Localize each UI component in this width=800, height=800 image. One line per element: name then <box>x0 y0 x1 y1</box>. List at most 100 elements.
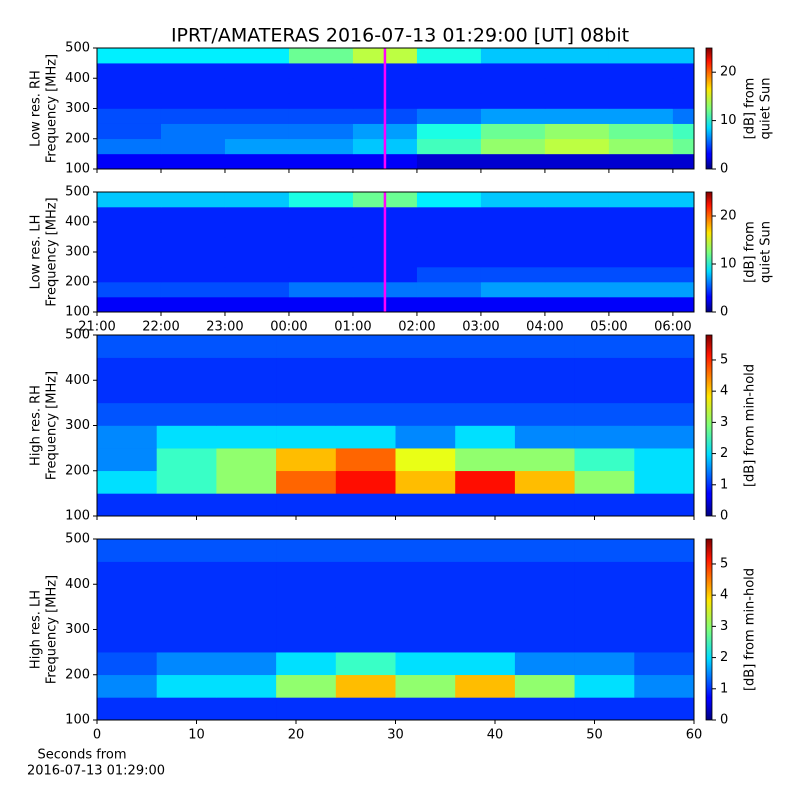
heatmap-cell <box>514 402 575 426</box>
heatmap-cell <box>276 402 337 426</box>
heatmap-cell <box>335 674 396 698</box>
heatmap-cell <box>97 357 157 381</box>
heatmap-cell <box>634 539 695 562</box>
y-tick-label: 300 <box>65 622 90 637</box>
heatmap-cell <box>156 539 217 562</box>
colorbar-tick-label: 20 <box>720 65 737 80</box>
heatmap-cell <box>160 207 226 223</box>
heatmap-cell <box>514 606 575 630</box>
heatmap-cell <box>455 425 516 449</box>
heatmap-cell <box>574 584 635 608</box>
heatmap-cell <box>335 448 396 472</box>
heatmap-cell <box>672 123 695 140</box>
heatmap-cell <box>156 448 217 472</box>
x-tick-label: 10 <box>188 728 205 743</box>
heatmap-cell <box>608 297 674 313</box>
heatmap-cell <box>544 282 610 298</box>
colorbar-tick-label: 10 <box>720 257 737 272</box>
heatmap-cell <box>288 237 354 253</box>
heatmap-cell <box>574 493 635 517</box>
heatmap-cell <box>574 380 635 404</box>
colorbar-tick-label: 3 <box>720 415 728 430</box>
heatmap-cell <box>634 697 695 721</box>
heatmap-cell <box>288 123 354 140</box>
heatmap-cell <box>156 335 217 358</box>
colorbar-tick-label: 20 <box>720 209 737 224</box>
x-tick-label: 30 <box>387 728 404 743</box>
heatmap-cell <box>288 297 354 313</box>
heatmap-cell <box>276 357 337 381</box>
heatmap-cell <box>97 539 157 562</box>
heatmap-cell <box>416 207 482 223</box>
heatmap-cell <box>288 108 354 124</box>
heatmap-cell <box>544 123 610 140</box>
heatmap-cell <box>455 402 516 426</box>
colorbar-label: quiet Sun <box>759 221 774 283</box>
colorbar-tick-label: 1 <box>720 681 728 696</box>
heatmap-cell <box>160 297 226 313</box>
heatmap-cell <box>514 697 575 721</box>
y-tick-label: 100 <box>65 305 90 320</box>
heatmap-cell <box>544 222 610 238</box>
heatmap-cell <box>160 78 226 94</box>
heatmap-cell <box>224 78 290 94</box>
heatmap-cell <box>514 561 575 585</box>
heatmap-cell <box>455 606 516 630</box>
heatmap-cell <box>97 93 162 109</box>
heatmap-cell <box>97 561 157 585</box>
heatmap-cell <box>97 222 162 238</box>
x-tick-label: 0 <box>93 728 101 743</box>
heatmap-cell <box>97 207 162 223</box>
heatmap-cell <box>97 237 162 253</box>
heatmap-cell <box>455 697 516 721</box>
heatmap-cell <box>224 48 290 64</box>
heatmap-cell <box>97 448 157 472</box>
heatmap-cell <box>216 561 277 585</box>
heatmap-cell <box>156 606 217 630</box>
colorbar-tick-label: 3 <box>720 619 728 634</box>
heatmap-cell <box>276 539 337 562</box>
y-tick-label: 500 <box>65 41 90 56</box>
heatmap-cell <box>224 108 290 124</box>
x-tick-label: 06:00 <box>654 320 691 335</box>
heatmap-cell <box>160 252 226 268</box>
heatmap-cell <box>156 584 217 608</box>
x-tick-label: 50 <box>586 728 603 743</box>
heatmap-cell <box>416 63 482 79</box>
heatmap-cell <box>544 138 610 155</box>
heatmap-cell <box>335 606 396 630</box>
heatmap-cell <box>335 652 396 676</box>
heatmap-cell <box>97 63 162 79</box>
heatmap-cell <box>544 48 610 64</box>
y-tick-label: 200 <box>65 131 90 146</box>
heatmap-cell <box>224 138 290 155</box>
heatmap-cell <box>156 697 217 721</box>
heatmap-cell <box>672 93 695 109</box>
heatmap-cell <box>544 63 610 79</box>
chart-title: IPRT/AMATERAS 2016-07-13 01:29:00 [UT] 0… <box>171 25 629 47</box>
heatmap-cell <box>672 48 695 64</box>
heatmap-cell <box>288 267 354 283</box>
heatmap-cell <box>276 561 337 585</box>
heatmap-cell <box>216 606 277 630</box>
heatmap-cell <box>574 539 635 562</box>
colorbar <box>705 334 713 517</box>
y-tick-label: 100 <box>65 509 90 524</box>
heatmap-cell <box>514 335 575 358</box>
heatmap-cell <box>455 584 516 608</box>
colorbar-tick-label: 5 <box>720 352 728 367</box>
heatmap-cell <box>160 93 226 109</box>
heatmap-cell <box>395 448 456 472</box>
y-tick-label: 100 <box>65 162 90 177</box>
heatmap-cell <box>216 448 277 472</box>
heatmap-cell <box>672 267 695 283</box>
heatmap-cell <box>97 138 162 155</box>
heatmap-cell <box>160 222 226 238</box>
heatmap-cell <box>480 153 546 170</box>
heatmap-cell <box>455 470 516 494</box>
heatmap-cell <box>574 448 635 472</box>
heatmap-cell <box>544 252 610 268</box>
heatmap-cell <box>672 207 695 223</box>
heatmap-cell <box>335 470 396 494</box>
heatmap-cell <box>608 237 674 253</box>
